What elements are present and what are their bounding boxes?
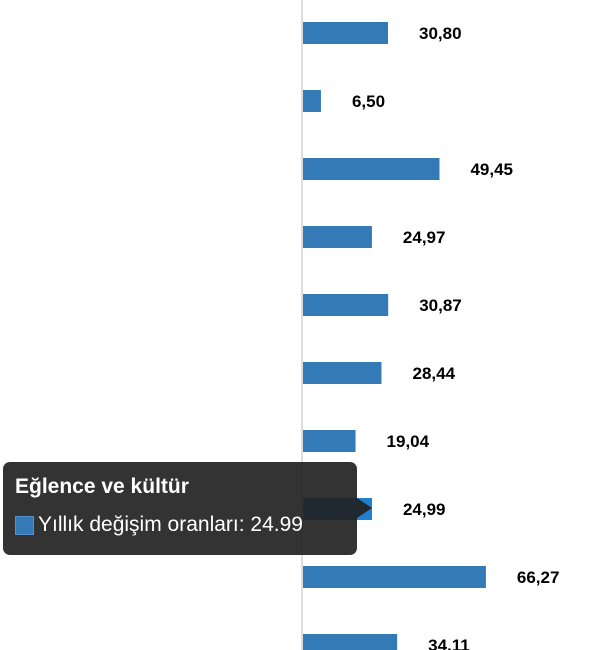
data-label: 49,45 [470,160,513,179]
tooltip: Eğlence ve kültür Yıllık değişim oranlar… [3,462,357,555]
data-label: 24,97 [403,228,446,247]
series-swatch [15,515,34,535]
data-label: 19,04 [387,432,430,451]
tooltip-title: Eğlence ve kültür [15,475,189,498]
bar[interactable] [303,566,486,588]
bar[interactable] [303,362,382,384]
bar[interactable] [303,158,440,180]
bar[interactable] [303,634,398,650]
tooltip-value: Yıllık değişim oranları: 24.99 [38,513,303,536]
data-label: 30,80 [419,24,462,43]
bar[interactable] [303,294,389,316]
bar[interactable] [303,430,356,452]
data-label: 66,27 [517,568,560,587]
data-label: 24,99 [403,500,446,519]
bar[interactable] [303,22,389,44]
data-label: 28,44 [412,364,455,383]
data-label: 6,50 [352,92,385,111]
data-label: 34,11 [428,636,470,650]
bar[interactable] [303,90,321,112]
bar[interactable] [303,226,372,248]
data-label: 30,87 [419,296,462,315]
tooltip-arrow [357,498,372,518]
